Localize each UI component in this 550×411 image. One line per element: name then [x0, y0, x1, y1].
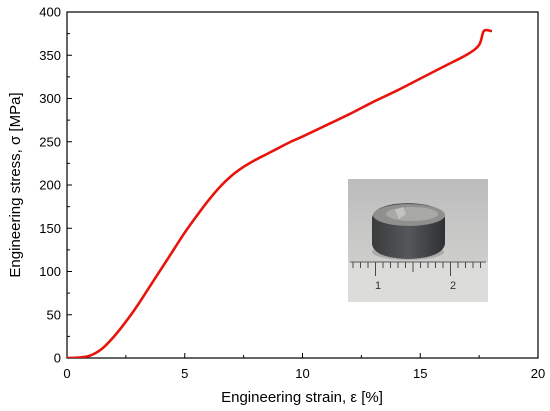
y-tick-label: 50	[47, 307, 61, 322]
y-tick-label: 200	[39, 178, 61, 193]
y-tick-label: 400	[39, 5, 61, 20]
ruler: 1 2	[350, 261, 486, 292]
ruler-label-1: 1	[375, 280, 381, 292]
y-axis-title: Engineering stress, σ [MPa]	[7, 92, 24, 277]
x-tick-label: 0	[63, 366, 70, 381]
x-axis-title: Engineering strain, ε [%]	[221, 389, 383, 406]
y-tick-label: 300	[39, 91, 61, 106]
y-tick-label: 100	[39, 264, 61, 279]
x-axis-ticks: 0 5 10 15 20	[63, 353, 545, 381]
ruler-surface	[348, 262, 488, 302]
y-tick-label: 250	[39, 134, 61, 149]
stress-strain-curve	[67, 28, 493, 358]
specimen-photo-inset: 1 2	[348, 179, 488, 302]
x-tick-label: 5	[181, 366, 188, 381]
ruler-label-2: 2	[450, 280, 456, 292]
x-tick-label: 15	[413, 366, 427, 381]
specimen-icon	[372, 203, 445, 260]
x-tick-label: 10	[295, 366, 309, 381]
x-tick-label: 20	[531, 366, 545, 381]
axes: 0 5 10 15 20 0 50 100 150 200 250 300 350 400	[39, 5, 545, 382]
y-tick-label: 0	[54, 351, 61, 366]
y-tick-label: 350	[39, 48, 61, 63]
y-axis-ticks: 0 50 100 150 200 250 300 350 400	[39, 5, 72, 366]
y-tick-label: 150	[39, 221, 61, 236]
